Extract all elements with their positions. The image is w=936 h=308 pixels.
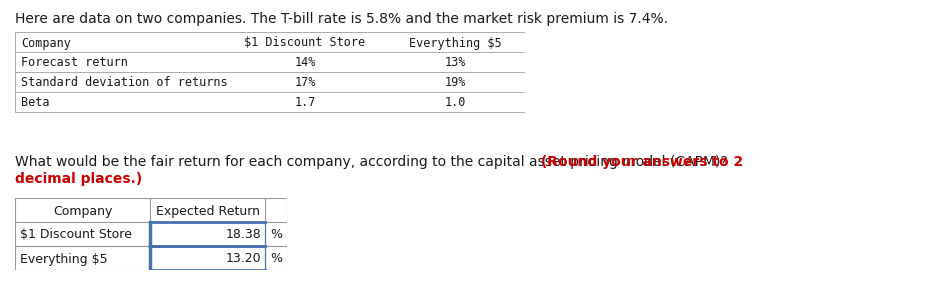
- Text: 13%: 13%: [444, 56, 465, 70]
- Text: $1 Discount Store: $1 Discount Store: [20, 229, 132, 241]
- Text: Company: Company: [21, 37, 71, 50]
- Text: Everything $5: Everything $5: [408, 37, 501, 50]
- Text: Everything $5: Everything $5: [20, 253, 108, 265]
- Text: 18.38: 18.38: [225, 229, 261, 241]
- Text: Expected Return: Expected Return: [155, 205, 259, 217]
- Text: Standard deviation of returns: Standard deviation of returns: [21, 76, 227, 90]
- Text: 17%: 17%: [294, 76, 315, 90]
- Text: 14%: 14%: [294, 56, 315, 70]
- Text: Forecast return: Forecast return: [21, 56, 127, 70]
- Text: 1.0: 1.0: [444, 96, 465, 110]
- Text: $1 Discount Store: $1 Discount Store: [244, 37, 365, 50]
- Text: 19%: 19%: [444, 76, 465, 90]
- Text: Here are data on two companies. The T-bill rate is 5.8% and the market risk prem: Here are data on two companies. The T-bi…: [15, 12, 667, 26]
- Text: %: %: [270, 253, 282, 265]
- Text: Company: Company: [52, 205, 112, 217]
- Text: 1.7: 1.7: [294, 96, 315, 110]
- Text: (Round your answers to 2: (Round your answers to 2: [535, 155, 742, 169]
- Text: decimal places.): decimal places.): [15, 172, 142, 186]
- Text: 13.20: 13.20: [226, 253, 261, 265]
- Text: What would be the fair return for each company, according to the capital asset p: What would be the fair return for each c…: [15, 155, 727, 169]
- Text: %: %: [270, 229, 282, 241]
- Text: Beta: Beta: [21, 96, 50, 110]
